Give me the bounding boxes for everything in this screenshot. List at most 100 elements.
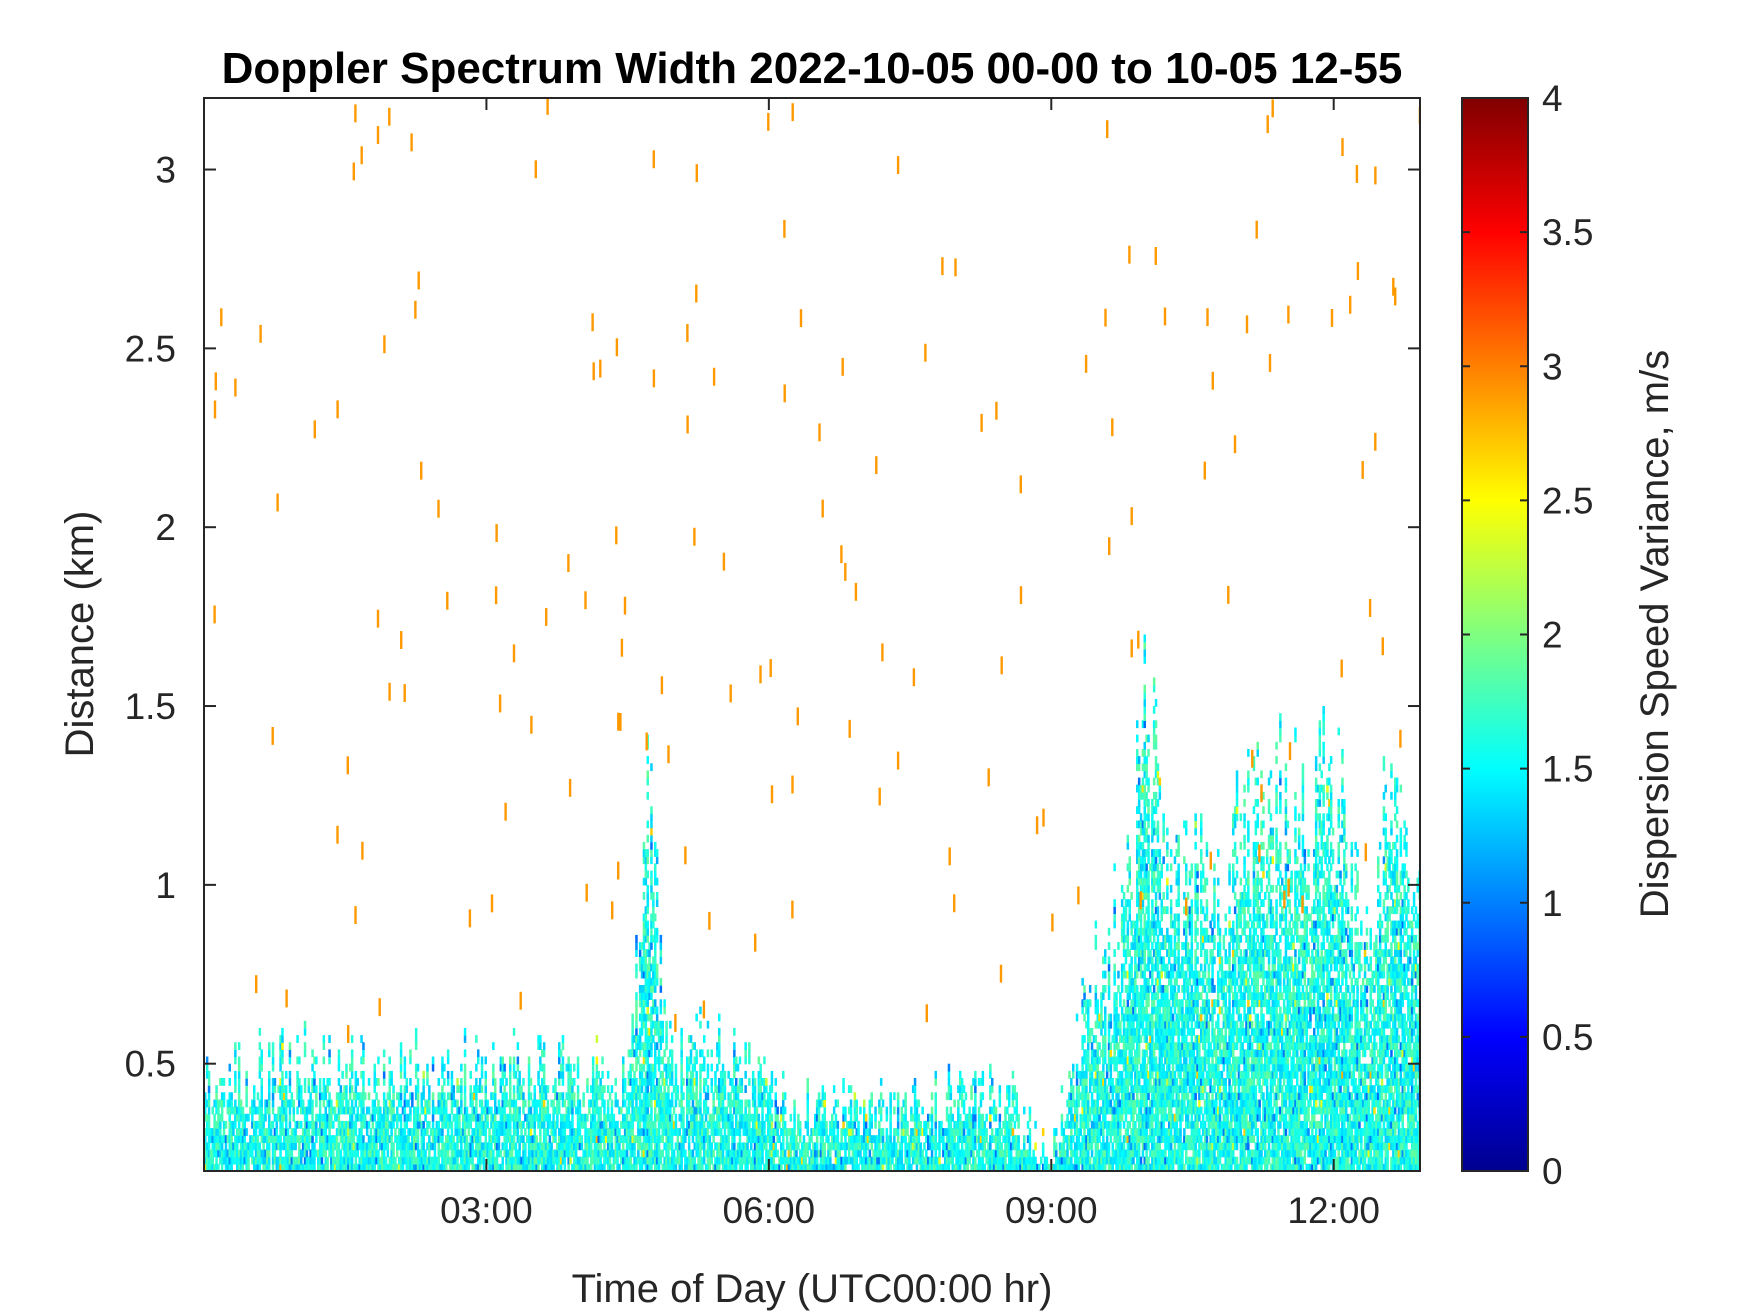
heatmap-cell: [1083, 1142, 1086, 1151]
heatmap-cell: [791, 1135, 794, 1143]
heatmap-cell: [237, 1092, 241, 1101]
heatmap-cell: [394, 1156, 397, 1165]
heatmap-cell: [465, 1149, 469, 1158]
heatmap-cell: [821, 1099, 825, 1108]
heatmap-cell: [1019, 1163, 1022, 1171]
heatmap-cell: [748, 1113, 751, 1122]
heatmap-cell: [507, 1099, 510, 1108]
heatmap-cell: [456, 1078, 459, 1086]
heatmap-cell: [719, 1106, 723, 1115]
heatmap-cell: [220, 1113, 224, 1122]
heatmap-cell: [1085, 1149, 1088, 1158]
heatmap-cell: [646, 1063, 649, 1072]
heatmap-cell: [205, 1056, 209, 1065]
heatmap-cell: [1087, 999, 1090, 1008]
heatmap-cell: [657, 1163, 661, 1171]
heatmap-cell: [1041, 1142, 1045, 1151]
heatmap-cell: [657, 1120, 661, 1129]
heatmap-cell: [1088, 1078, 1092, 1086]
heatmap-cell: [1115, 1006, 1118, 1015]
heatmap-cell: [763, 1085, 766, 1093]
heatmap-cell: [1120, 1149, 1124, 1158]
heatmap-cell: [535, 1163, 538, 1171]
heatmap-cell: [976, 1149, 979, 1158]
heatmap-cell: [362, 1113, 365, 1122]
heatmap-cell: [590, 1128, 593, 1136]
heatmap-cell: [301, 1128, 305, 1136]
heatmap-cell: [403, 1113, 407, 1122]
heatmap-cell: [509, 1063, 512, 1072]
heatmap-cell: [375, 1142, 378, 1151]
heatmap-cell: [469, 1142, 472, 1151]
heatmap-cell: [964, 1135, 968, 1143]
heatmap-cell: [951, 1113, 954, 1122]
heatmap-cell: [652, 1070, 655, 1079]
heatmap-cell: [695, 1106, 698, 1115]
heatmap-cell: [667, 1149, 670, 1158]
heatmap-cell: [738, 1135, 742, 1143]
heatmap-cell: [384, 1113, 388, 1122]
heatmap-cell: [642, 1142, 646, 1151]
heatmap-cell: [480, 1156, 484, 1165]
heatmap-cell: [260, 1056, 263, 1065]
heatmap-cell: [337, 1063, 341, 1072]
heatmap-cell: [488, 1135, 491, 1143]
heatmap-cell: [1009, 1163, 1013, 1171]
heatmap-cell: [629, 1078, 632, 1086]
heatmap-cell: [738, 1106, 742, 1115]
heatmap-cell: [285, 1163, 288, 1171]
heatmap-cell: [857, 1120, 860, 1129]
heatmap-cell: [463, 1070, 467, 1079]
heatmap-cell: [691, 1149, 695, 1158]
heatmap-cell: [281, 1085, 284, 1093]
heatmap-cell: [413, 1149, 416, 1158]
heatmap-cell: [473, 1135, 476, 1143]
heatmap-cell: [637, 1128, 640, 1136]
heatmap-cell: [311, 1156, 314, 1165]
heatmap-cell: [463, 1049, 467, 1058]
heatmap-cell: [977, 1135, 981, 1143]
heatmap-cell: [593, 1078, 597, 1086]
heatmap-cell: [669, 1163, 672, 1171]
heatmap-cell: [648, 949, 651, 957]
heatmap-cell: [358, 1163, 361, 1171]
heatmap-cell: [595, 1156, 599, 1165]
heatmap-cell: [237, 1078, 241, 1086]
heatmap-cell: [870, 1120, 873, 1129]
heatmap-cell: [893, 1149, 896, 1158]
heatmap-cell: [414, 1163, 418, 1171]
heatmap-cell: [654, 1049, 657, 1058]
heatmap-cell: [606, 1156, 610, 1165]
heatmap-cell: [454, 1099, 457, 1108]
heatmap-cell: [582, 1163, 585, 1171]
heatmap-cell: [663, 1106, 666, 1115]
heatmap-cell: [1056, 1156, 1060, 1165]
heatmap-cell: [714, 1106, 717, 1115]
heatmap-cell: [580, 1120, 584, 1129]
heatmap-cell: [638, 942, 642, 950]
heatmap-cell: [576, 1092, 580, 1101]
heatmap-cell: [648, 963, 651, 972]
heatmap-cell: [714, 1142, 717, 1151]
heatmap-cell: [652, 1092, 655, 1101]
heatmap-cell: [849, 1156, 853, 1165]
heatmap-cell: [1072, 1120, 1075, 1129]
heatmap-cell: [373, 1163, 376, 1171]
heatmap-cell: [942, 1142, 945, 1151]
heatmap-cell: [256, 1142, 260, 1151]
heatmap-cell: [533, 1099, 536, 1108]
heatmap-cell: [266, 1128, 269, 1136]
heatmap-cell: [514, 1142, 518, 1151]
heatmap-cell: [251, 1099, 254, 1108]
heatmap-cell: [397, 1092, 401, 1101]
heatmap-cell: [458, 1106, 461, 1115]
heatmap-cell: [437, 1142, 440, 1151]
heatmap-cell: [987, 1149, 990, 1158]
heatmap-cell: [509, 1092, 512, 1101]
heatmap-cell: [360, 1035, 363, 1043]
heatmap-cell: [631, 1128, 634, 1136]
heatmap-cell: [770, 1070, 774, 1079]
heatmap-cell: [241, 1128, 245, 1136]
heatmap-cell: [847, 1156, 851, 1165]
heatmap-cell: [422, 1149, 425, 1158]
